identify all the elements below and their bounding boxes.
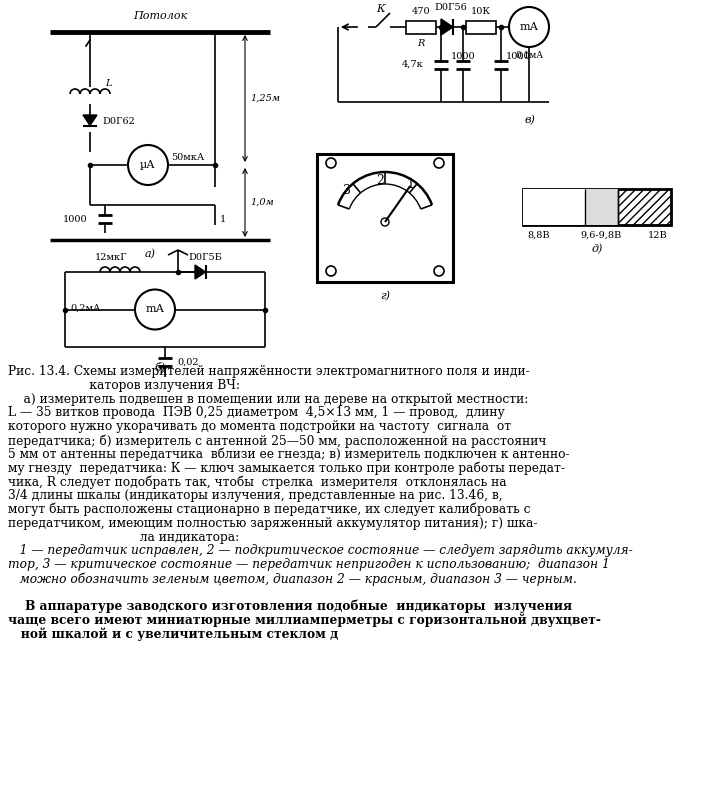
Text: 3: 3 <box>343 183 351 197</box>
Text: б): б) <box>154 361 166 372</box>
Circle shape <box>326 266 336 276</box>
Text: 5 мм от антенны передатчика  вблизи ее гнезда; в) измеритель подключен к антенно: 5 мм от антенны передатчика вблизи ее гн… <box>8 448 569 461</box>
Polygon shape <box>195 265 205 279</box>
Text: 1,0м: 1,0м <box>250 198 274 207</box>
Polygon shape <box>441 19 453 35</box>
Bar <box>466 20 496 34</box>
Text: чика, R следует подобрать так, чтобы  стрелка  измерителя  отклонялась на: чика, R следует подобрать так, чтобы стр… <box>8 475 507 489</box>
Bar <box>523 189 671 225</box>
Bar <box>317 154 453 282</box>
Text: mА: mА <box>520 22 538 32</box>
Text: 470: 470 <box>411 6 430 16</box>
Text: передатчиком, имеющим полностью заряженный аккумулятор питания); г) шка-: передатчиком, имеющим полностью заряженн… <box>8 517 538 530</box>
Text: 1 — передатчик исправлен, 2 — подкритическое состояние — следует зарядить аккуму: 1 — передатчик исправлен, 2 — подкритиче… <box>8 545 633 557</box>
Text: передатчика; б) измеритель с антенной 25—50 мм, расположенной на расстоянич: передатчика; б) измеритель с антенной 25… <box>8 434 546 448</box>
Circle shape <box>326 158 336 168</box>
Text: ла индикатора:: ла индикатора: <box>8 530 239 544</box>
Text: 1: 1 <box>406 178 414 190</box>
Text: а): а) <box>144 249 156 259</box>
Text: му гнезду  передатчика: К — ключ замыкается только при контроле работы передат-: му гнезду передатчика: К — ключ замыкает… <box>8 462 565 475</box>
Text: д): д) <box>592 244 602 254</box>
Text: R: R <box>417 39 424 47</box>
Text: 2: 2 <box>376 173 384 187</box>
Text: каторов излучения ВЧ:: каторов излучения ВЧ: <box>8 379 240 392</box>
Text: mА: mА <box>146 305 164 315</box>
Text: 1,25м: 1,25м <box>250 94 280 103</box>
Text: L — 35 витков провода  ПЭВ 0,25 диаметром  4,5×13 мм, 1 — провод,  длину: L — 35 витков провода ПЭВ 0,25 диаметром… <box>8 406 505 419</box>
Text: 0,2мА: 0,2мА <box>70 304 101 313</box>
Text: 0,1мА: 0,1мА <box>515 50 543 60</box>
Text: могут быть расположены стационарно в передатчике, их следует калибровать с: могут быть расположены стационарно в пер… <box>8 503 531 516</box>
Bar <box>585 189 617 225</box>
Text: В аппаратуре заводского изготовления подобные  индикаторы  излучения: В аппаратуре заводского изготовления под… <box>8 600 572 613</box>
Text: µА: µА <box>140 160 156 170</box>
Text: чаще всего имеют миниатюрные миллиамперметры с горизонтальной двухцвет-: чаще всего имеют миниатюрные миллиамперм… <box>8 613 601 627</box>
Circle shape <box>434 158 444 168</box>
Text: 0,02: 0,02 <box>177 357 199 367</box>
Text: 9,6-9,8В: 9,6-9,8В <box>581 231 622 239</box>
Bar <box>523 189 585 225</box>
Text: можно обозначить зеленым цветом, диапазон 2 — красным, диапазон 3 — черным.: можно обозначить зеленым цветом, диапазо… <box>8 572 577 586</box>
Text: 10К: 10К <box>471 6 491 16</box>
Text: 12В: 12В <box>648 231 668 239</box>
Text: 1000: 1000 <box>451 52 475 61</box>
Text: 50мкА: 50мкА <box>171 153 204 161</box>
Text: 8,8В: 8,8В <box>527 231 549 239</box>
Circle shape <box>135 290 175 330</box>
Text: 4,7к: 4,7к <box>401 60 423 69</box>
Bar <box>406 20 436 34</box>
Text: К: К <box>376 4 384 14</box>
Text: ной шкалой и с увеличительным стеклом д: ной шкалой и с увеличительным стеклом д <box>8 627 338 641</box>
Circle shape <box>381 218 389 226</box>
Circle shape <box>128 145 168 185</box>
Text: D0Г5Б: D0Г5Б <box>188 253 222 263</box>
Text: 3/4 длины шкалы (индикаторы излучения, представленные на рис. 13.46, в,: 3/4 длины шкалы (индикаторы излучения, п… <box>8 490 503 502</box>
Bar <box>617 189 671 225</box>
Text: которого нужно укорачивать до момента подстройки на частоту  сигнала  от: которого нужно укорачивать до момента по… <box>8 420 511 433</box>
Text: L: L <box>105 79 111 88</box>
Text: D0Г62: D0Г62 <box>102 117 135 127</box>
Text: D0Г56: D0Г56 <box>434 2 467 12</box>
Text: г): г) <box>380 291 390 301</box>
Text: 12мкГ: 12мкГ <box>95 253 128 263</box>
Text: Потолок: Потолок <box>133 11 187 21</box>
Circle shape <box>434 266 444 276</box>
Text: 1000: 1000 <box>506 52 531 61</box>
Text: в): в) <box>525 115 536 125</box>
Polygon shape <box>83 115 97 125</box>
Text: а) измеритель подвешен в помещении или на дереве на открытой местности:: а) измеритель подвешен в помещении или н… <box>8 393 528 405</box>
Text: Рис. 13.4. Схемы измерителей напряжённости электромагнитного поля и инди-: Рис. 13.4. Схемы измерителей напряжённос… <box>8 365 530 378</box>
Circle shape <box>509 7 549 47</box>
Text: 1000: 1000 <box>62 215 87 224</box>
Text: 1: 1 <box>220 215 226 224</box>
Text: тор, 3 — критическое состояние — передатчик непригоден к использованию;  диапазо: тор, 3 — критическое состояние — передат… <box>8 558 610 571</box>
